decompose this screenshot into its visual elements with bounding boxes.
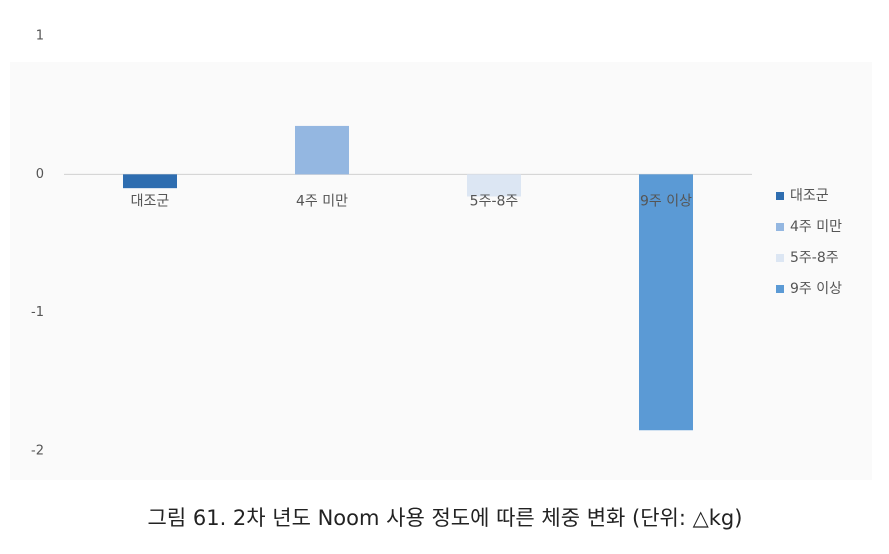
- bar: [467, 174, 521, 197]
- legend-swatch: [776, 254, 784, 262]
- plot-background: [10, 62, 872, 480]
- x-tick-label: 대조군: [131, 193, 170, 209]
- x-tick-label: 4주 미만: [296, 193, 348, 209]
- bar: [639, 174, 693, 431]
- x-tick-label: 9주 이상: [640, 193, 692, 209]
- chart-title: 그림 61. 2차 년도 Noom 사용 정도에 따른 체중 변화 (단위: △…: [148, 506, 743, 530]
- y-tick-label: -1: [31, 305, 44, 320]
- y-tick-label: 1: [36, 29, 44, 44]
- y-tick-label: 0: [36, 167, 44, 182]
- y-tick-label: -2: [31, 444, 44, 459]
- legend-label: 5주-8주: [790, 250, 839, 266]
- x-tick-label: 5주-8주: [470, 193, 519, 209]
- legend-label: 4주 미만: [790, 219, 842, 235]
- legend-label: 9주 이상: [790, 281, 842, 297]
- bar: [123, 174, 177, 189]
- bar: [295, 125, 349, 175]
- legend-swatch: [776, 192, 784, 200]
- legend-label: 대조군: [790, 188, 829, 204]
- legend-swatch: [776, 285, 784, 293]
- legend-swatch: [776, 223, 784, 231]
